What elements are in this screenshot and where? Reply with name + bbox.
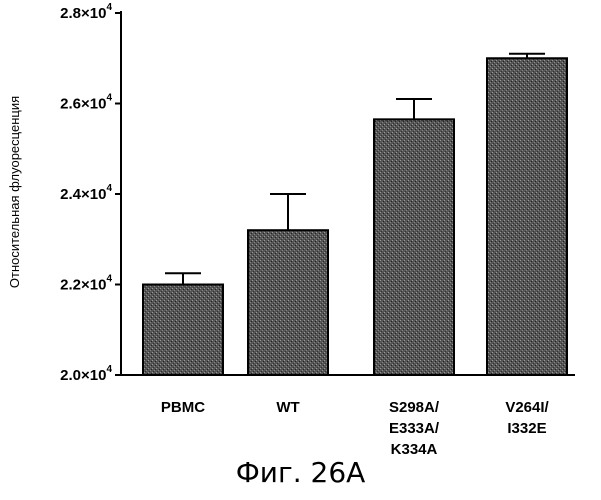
bar-chart: 2.0×104 2.2×104 2.4×104 2.6×104 2.8×104 PBMC… (0, 0, 601, 455)
y-tick-label: 2.0×104 (60, 364, 112, 384)
y-tick-label: 2.8×104 (60, 2, 112, 22)
y-axis-label: Относительная флуоресценция (7, 96, 22, 288)
bar (374, 119, 454, 375)
x-tick-label: S298A/ (389, 399, 440, 416)
y-tick-label: 2.4×104 (60, 183, 112, 203)
y-tick-label: 2.2×104 (60, 274, 112, 294)
bars (143, 58, 567, 375)
x-tick-label: PBMC (161, 399, 205, 416)
x-axis-labels: PBMC WT S298A/E333A/K334A V264I/I332E (161, 399, 550, 455)
bar (143, 285, 223, 376)
x-tick-label: I332E (507, 420, 546, 437)
bar (487, 58, 567, 375)
x-tick-label: WT (276, 399, 299, 416)
y-axis-ticks: 2.0×104 2.2×104 2.4×104 2.6×104 2.8×104 (60, 2, 121, 384)
y-tick-label: 2.6×104 (60, 93, 112, 113)
x-tick-label: K334A (391, 441, 438, 455)
x-tick-label: V264I/ (505, 399, 549, 416)
figure-caption: Фиг. 26А (0, 456, 601, 489)
bar (248, 230, 328, 375)
x-tick-label: E333A/ (389, 420, 440, 437)
